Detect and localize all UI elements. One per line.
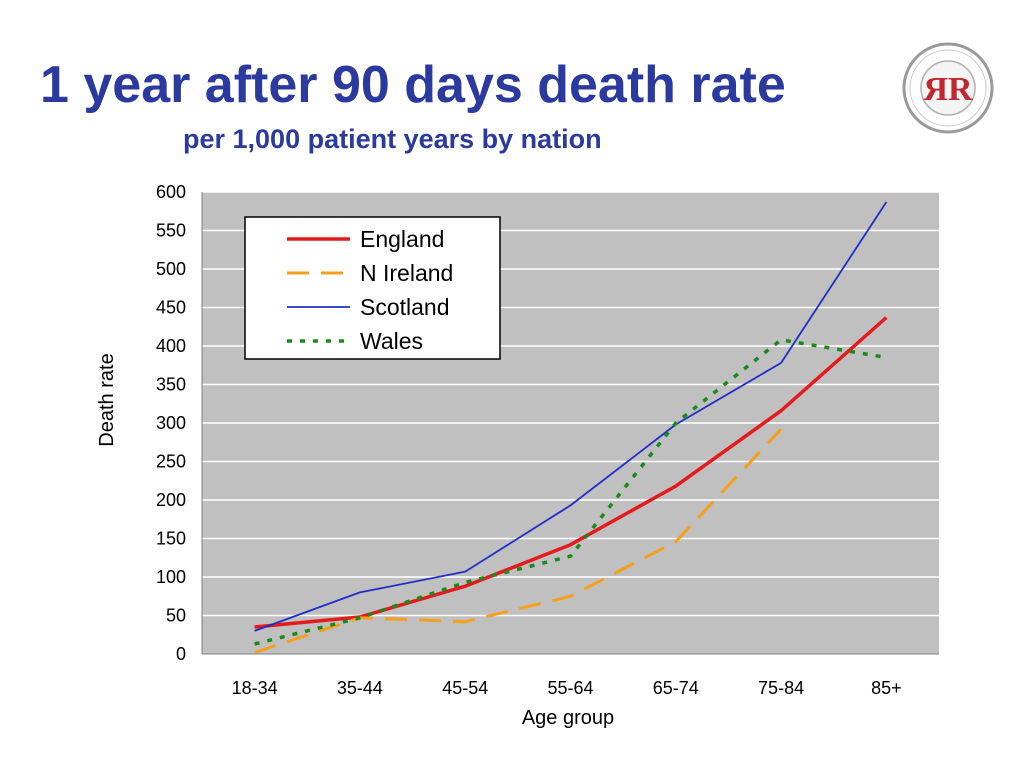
x-tick-label: 75-84 [758,678,804,698]
y-tick-label: 550 [156,221,186,241]
x-tick-label: 18-34 [232,678,278,698]
y-tick-label: 600 [156,182,186,202]
y-tick-label: 250 [156,452,186,472]
y-tick-label: 0 [176,644,186,664]
y-tick-label: 200 [156,490,186,510]
series-line-wales [254,338,887,646]
legend-label: England [360,226,444,252]
x-tick-label: 35-44 [337,678,383,698]
y-tick-label: 300 [156,413,186,433]
page-subtitle: per 1,000 patient years by nation [183,124,602,154]
legend-label: N Ireland [360,260,453,286]
y-tick-label: 450 [156,298,186,318]
y-tick-label: 350 [156,375,186,395]
y-tick-label: 150 [156,529,186,549]
y-tick-label: 400 [156,336,186,356]
x-tick-label: 85+ [871,678,902,698]
x-tick-label: 45-54 [442,678,488,698]
y-tick-label: 500 [156,259,186,279]
x-tick-label: 55-64 [547,678,593,698]
page-title: 1 year after 90 days death rate [40,56,786,114]
x-axis-title: Age group [522,707,614,729]
y-tick-label: 50 [166,606,186,626]
renal-registry-logo: ЯR [902,42,994,134]
legend-label: Scotland [360,294,450,320]
series-line-scotland [254,201,888,632]
legend-label: Wales [360,328,423,354]
y-tick-label: 100 [156,567,186,587]
svg-text:ЯR: ЯR [923,71,973,108]
y-axis-title: Death rate [96,353,118,446]
x-tick-label: 65-74 [653,678,699,698]
